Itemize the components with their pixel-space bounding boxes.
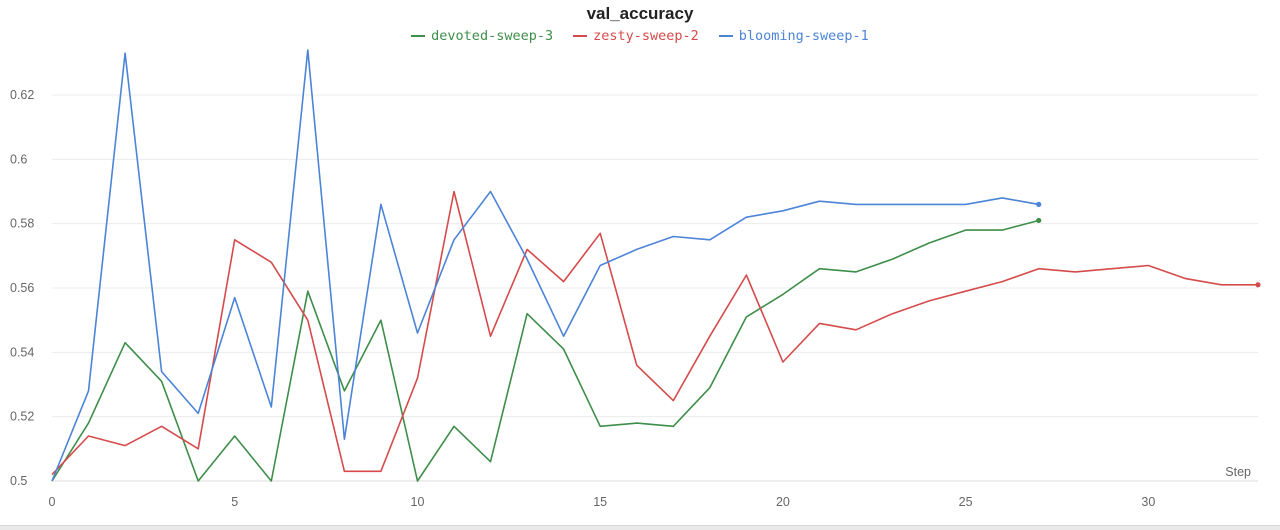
y-tick-label: 0.62 xyxy=(10,88,34,102)
chart-title: val_accuracy xyxy=(586,4,694,23)
axes: 0.5 0.52 0.54 0.56 0.58 0.6 0.62 0 5 10 15 20 25 30 St… xyxy=(10,88,1258,509)
series-line-zesty-sweep-2[interactable] xyxy=(51,190,1258,476)
x-tick-label: 0 xyxy=(49,495,56,509)
series-end-point-devoted-sweep-3[interactable] xyxy=(1036,217,1042,224)
legend-label: zesty-sweep-2 xyxy=(593,28,699,44)
y-tick-label: 0.56 xyxy=(10,281,34,295)
x-tick-label: 10 xyxy=(411,495,425,509)
x-tick-label: 30 xyxy=(1141,495,1155,509)
legend-item-zesty-sweep-2[interactable]: zesty-sweep-2 xyxy=(573,28,699,44)
legend-item-blooming-sweep-1[interactable]: blooming-sweep-1 xyxy=(718,28,869,44)
panel-bottom-border xyxy=(0,525,1280,530)
x-tick-label: 25 xyxy=(959,495,973,509)
legend-swatch xyxy=(718,35,733,37)
y-tick-label: 0.54 xyxy=(10,345,34,359)
x-axis-label: Step xyxy=(1225,465,1251,479)
x-tick-label: 5 xyxy=(231,495,238,509)
y-tick-label: 0.5 xyxy=(10,474,27,488)
legend-swatch xyxy=(573,35,588,37)
series-line-devoted-sweep-3[interactable] xyxy=(51,219,1039,482)
series-end-point-zesty-sweep-2[interactable] xyxy=(1255,282,1261,288)
series-group xyxy=(51,49,1261,482)
legend-item-devoted-sweep-3[interactable]: devoted-sweep-3 xyxy=(411,28,553,44)
y-tick-label: 0.58 xyxy=(10,217,34,231)
y-tick-label: 0.52 xyxy=(10,410,34,424)
legend: devoted-sweep-3 zesty-sweep-2 blooming-s… xyxy=(0,28,1280,44)
grid xyxy=(52,94,1258,482)
series-line-blooming-sweep-1[interactable] xyxy=(51,49,1039,482)
x-tick-label: 20 xyxy=(776,495,790,509)
legend-label: blooming-sweep-1 xyxy=(738,28,869,44)
series-end-point-blooming-sweep-1[interactable] xyxy=(1036,201,1042,207)
legend-label: devoted-sweep-3 xyxy=(431,28,554,44)
x-tick-label: 15 xyxy=(593,495,607,509)
y-tick-label: 0.6 xyxy=(10,152,27,166)
legend-swatch xyxy=(411,35,426,37)
